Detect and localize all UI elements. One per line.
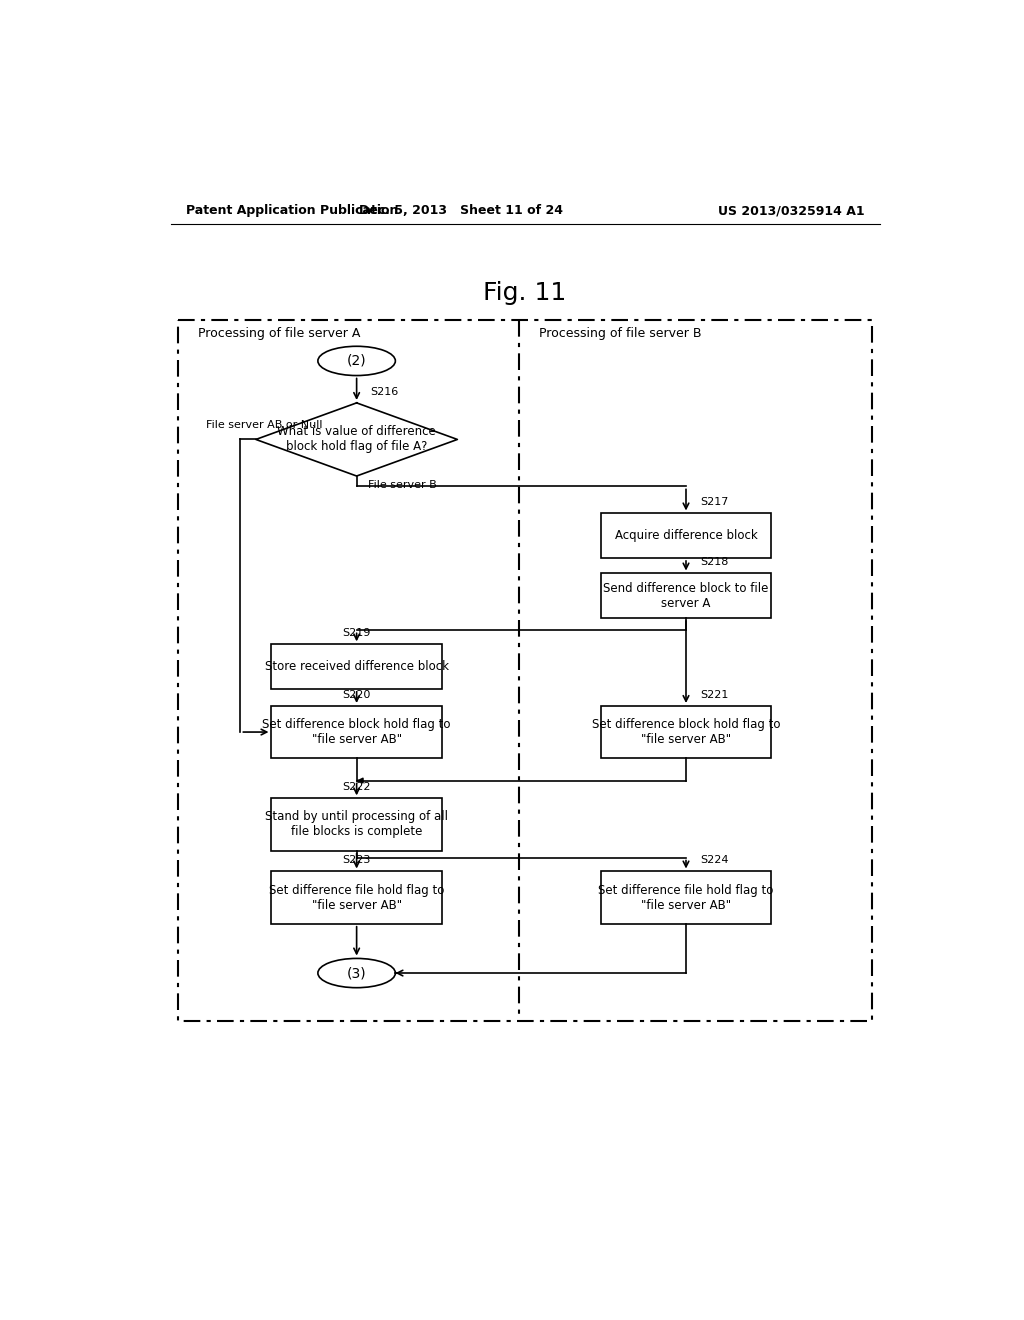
Bar xyxy=(601,706,771,758)
Text: Store received difference block: Store received difference block xyxy=(264,660,449,673)
Text: S224: S224 xyxy=(700,855,728,866)
Ellipse shape xyxy=(317,958,395,987)
Bar xyxy=(601,513,771,558)
Bar xyxy=(601,573,771,618)
Bar xyxy=(178,321,872,1020)
Text: What is value of difference
block hold flag of file A?: What is value of difference block hold f… xyxy=(278,425,436,454)
Text: S222: S222 xyxy=(343,783,371,792)
Bar xyxy=(271,644,442,689)
Bar xyxy=(271,871,442,924)
Text: Send difference block to file
server A: Send difference block to file server A xyxy=(603,582,769,610)
Text: Set difference file hold flag to
"file server AB": Set difference file hold flag to "file s… xyxy=(598,883,774,912)
Text: File server B: File server B xyxy=(369,479,437,490)
Text: Patent Application Publication: Patent Application Publication xyxy=(186,205,398,218)
Text: Acquire difference block: Acquire difference block xyxy=(614,529,758,543)
Text: (3): (3) xyxy=(347,966,367,979)
Ellipse shape xyxy=(317,346,395,376)
Text: S223: S223 xyxy=(343,855,371,866)
Text: (2): (2) xyxy=(347,354,367,368)
Bar xyxy=(271,706,442,758)
Text: S220: S220 xyxy=(343,690,371,700)
Text: S218: S218 xyxy=(700,557,728,568)
Text: Processing of file server A: Processing of file server A xyxy=(198,327,360,341)
Text: Dec. 5, 2013   Sheet 11 of 24: Dec. 5, 2013 Sheet 11 of 24 xyxy=(359,205,563,218)
Text: US 2013/0325914 A1: US 2013/0325914 A1 xyxy=(718,205,864,218)
Text: Processing of file server B: Processing of file server B xyxy=(539,327,701,341)
Text: File server AB or Null: File server AB or Null xyxy=(206,420,322,430)
Text: S219: S219 xyxy=(343,628,371,638)
Text: S221: S221 xyxy=(700,690,728,700)
Text: Set difference block hold flag to
"file server AB": Set difference block hold flag to "file … xyxy=(262,718,451,746)
Text: Set difference file hold flag to
"file server AB": Set difference file hold flag to "file s… xyxy=(269,883,444,912)
Polygon shape xyxy=(256,403,458,477)
Text: S216: S216 xyxy=(371,387,398,397)
Bar xyxy=(601,871,771,924)
Text: Fig. 11: Fig. 11 xyxy=(483,281,566,305)
Text: S217: S217 xyxy=(700,498,728,507)
Text: Set difference block hold flag to
"file server AB": Set difference block hold flag to "file … xyxy=(592,718,780,746)
Bar xyxy=(271,799,442,850)
Text: Stand by until processing of all
file blocks is complete: Stand by until processing of all file bl… xyxy=(265,810,449,838)
